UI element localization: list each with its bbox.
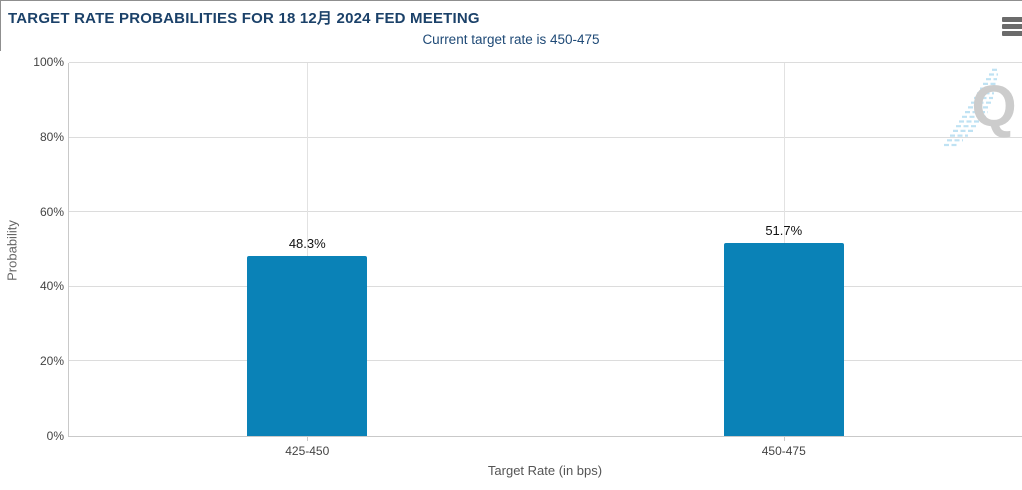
hamburger-menu-icon: [1000, 16, 1022, 36]
x-tick-mark: [783, 436, 785, 441]
bar-value-label: 51.7%: [765, 223, 803, 239]
y-tick-label: 100%: [33, 55, 64, 69]
y-gridline: [69, 285, 1022, 287]
x-tick-mark: [307, 436, 309, 441]
y-gridline: [69, 360, 1022, 362]
y-tick-label: 0%: [46, 429, 64, 443]
x-tick-label: 450-475: [761, 444, 806, 458]
y-tick-label: 80%: [39, 129, 64, 144]
y-tick-label: 20%: [39, 354, 64, 369]
y-tick-label: 60%: [39, 204, 64, 219]
probability-bar-425-450[interactable]: [247, 255, 368, 436]
x-tick-label: 425-450: [285, 444, 330, 458]
y-gridline: [69, 62, 1022, 63]
chart-subtitle: Current target rate is 450-475: [422, 32, 600, 47]
x-axis-title: Target Rate (in bps): [487, 463, 603, 478]
chart-context-menu-button[interactable]: [1000, 16, 1022, 38]
panel-left-border: [0, 1, 1, 51]
y-tick-label: 40%: [39, 279, 64, 294]
bar-value-label: 48.3%: [288, 235, 326, 251]
y-gridline: [69, 211, 1022, 213]
probability-bar-450-475[interactable]: [723, 243, 844, 436]
y-gridline: [69, 136, 1022, 138]
chart-title: TARGET RATE PROBABILITIES FOR 18 12月 202…: [8, 10, 480, 27]
x-gridline: [307, 63, 309, 436]
y-axis-labels: 0% 20% 40% 60% 80% 100%: [0, 55, 64, 443]
plot-area: 48.3% 425-450 51.7% 450-475: [68, 62, 1022, 458]
